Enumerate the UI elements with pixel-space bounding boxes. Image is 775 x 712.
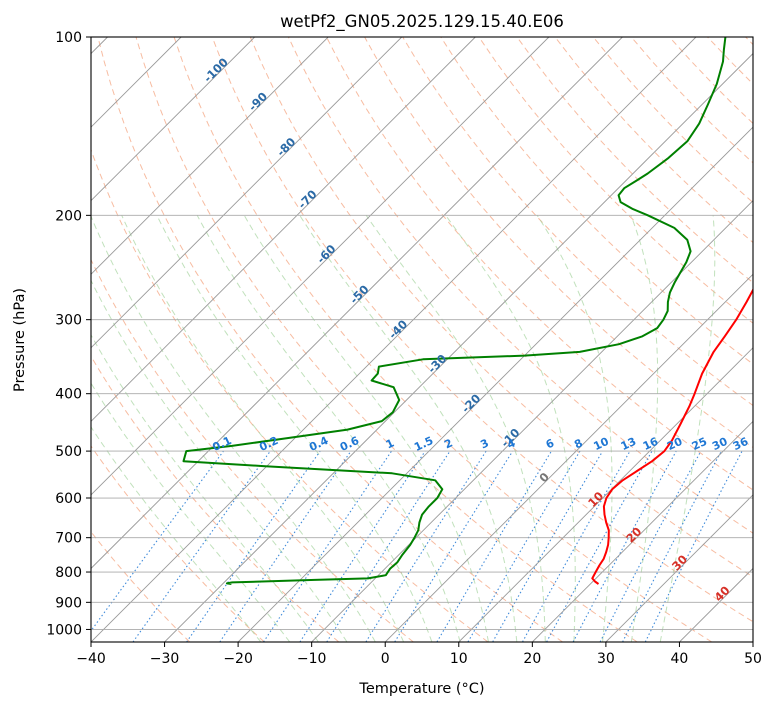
isotherm-line: [753, 37, 775, 642]
isotherm-line: [312, 37, 775, 642]
isotherm-line: [459, 37, 775, 642]
isotherm-label: -50: [347, 282, 372, 307]
moist-adiabat-line: [300, 215, 517, 642]
isotherm-label: 0: [536, 470, 552, 486]
dry-adiabat-line: [746, 37, 775, 642]
x-tick-label: 50: [744, 651, 762, 667]
x-tick-label: 0: [381, 651, 390, 667]
x-tick-label: −30: [150, 651, 180, 667]
mixing-ratio-line: [83, 451, 224, 642]
dewpoint-trace: [184, 37, 726, 584]
mixing-ratio-line: [600, 451, 701, 642]
y-tick-label: 400: [55, 387, 82, 403]
mixing-ratio-label: 2: [442, 436, 454, 451]
dry-adiabat-line: [22, 37, 414, 642]
background-lines: [0, 37, 775, 642]
y-tick-label: 200: [55, 208, 82, 224]
mixing-ratio-line: [300, 451, 425, 642]
mixing-ratio-label: 3: [478, 436, 490, 451]
y-tick-label: 500: [55, 444, 82, 460]
isotherm-label: -60: [314, 242, 339, 267]
chart-title: wetPf2_GN05.2025.129.15.40.E06: [280, 12, 564, 32]
isotherm-label: -40: [386, 317, 411, 342]
mixing-ratio-label: 36: [731, 435, 751, 453]
isotherm-label: 40: [711, 583, 732, 604]
x-tick-label: 30: [597, 651, 615, 667]
mixing-ratio-label: 10: [592, 435, 612, 453]
mixing-ratio-label: 13: [619, 435, 638, 453]
x-tick-label: 40: [671, 651, 689, 667]
dry-adiabat-line: [0, 37, 339, 642]
isotherm-line: [17, 37, 622, 642]
isotherm-line: [238, 37, 775, 642]
mixing-ratio-line: [437, 451, 552, 642]
mixing-ratio-label: 20: [665, 435, 685, 453]
dry-adiabat-line: [0, 37, 190, 642]
isotherm-line: [0, 37, 255, 642]
x-tick-label: 10: [450, 651, 468, 667]
x-tick-label: −20: [223, 651, 253, 667]
isotherm-label: -70: [295, 187, 320, 212]
x-tick-label: −40: [76, 651, 106, 667]
mixing-ratio-label: 16: [641, 435, 661, 453]
mixing-ratio-label: 25: [690, 435, 709, 453]
moist-adiabat-line: [197, 215, 460, 642]
isotherm-label: -100: [201, 55, 231, 85]
grid-lines: [0, 37, 775, 642]
x-axis-label: Temperature (°C): [358, 681, 484, 697]
isotherm-line: [532, 37, 775, 642]
mixing-ratio-label: 6: [544, 436, 557, 451]
dry-adiabat-line: [98, 37, 563, 642]
mixing-ratio-line: [220, 451, 351, 642]
moist-adiabat-line: [366, 215, 545, 642]
isotherm-line: [165, 37, 770, 642]
mixing-ratio-line: [645, 451, 742, 642]
dry-adiabat-line: [593, 37, 775, 642]
isotherm-label: -30: [425, 351, 450, 376]
dry-adiabat-line: [517, 37, 775, 642]
mixing-ratio-line: [547, 451, 652, 642]
temperature-trace: [592, 37, 775, 584]
y-tick-label: 800: [55, 565, 82, 581]
x-tick-label: 20: [523, 651, 541, 667]
x-tick-label: −10: [297, 651, 327, 667]
isotherm-label: -20: [459, 391, 484, 416]
mixing-ratio-label: 30: [710, 435, 730, 453]
dry-adiabat-line: [708, 37, 775, 642]
y-tick-label: 1000: [46, 622, 82, 638]
dry-adiabat-line: [555, 37, 775, 642]
mixing-ratio-line: [264, 451, 392, 642]
isotherm-label: 30: [669, 552, 690, 573]
isotherm-label: -80: [274, 135, 299, 160]
y-tick-label: 600: [55, 491, 82, 507]
moist-adiabat-line: [631, 215, 658, 642]
dry-adiabat-line: [479, 37, 775, 642]
dry-adiabat-line: [0, 37, 264, 642]
y-axis-label: Pressure (hPa): [12, 288, 28, 392]
isotherm-line: [0, 37, 402, 642]
dry-adiabat-line: [60, 37, 488, 642]
y-tick-label: 900: [55, 595, 82, 611]
isotherm-label: -90: [246, 89, 271, 114]
isotherm-line: [679, 37, 775, 642]
dry-adiabat-line: [441, 37, 775, 642]
y-tick-label: 300: [55, 313, 82, 329]
dry-adiabat-line: [136, 37, 637, 642]
isotherm-line: [385, 37, 775, 642]
y-tick-label: 100: [55, 30, 82, 46]
moist-adiabat-line: [0, 215, 261, 642]
y-tick-label: 700: [55, 531, 82, 547]
